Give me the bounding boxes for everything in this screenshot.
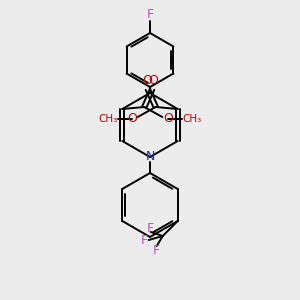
Text: N: N [145, 151, 155, 164]
Text: CH₃: CH₃ [183, 114, 202, 124]
Text: F: F [141, 233, 148, 247]
Text: O: O [148, 74, 158, 86]
Text: O: O [127, 112, 137, 125]
Text: CH₃: CH₃ [98, 114, 117, 124]
Text: O: O [142, 74, 152, 86]
Text: F: F [153, 244, 160, 256]
Text: F: F [147, 221, 154, 235]
Text: O: O [163, 112, 173, 125]
Text: F: F [146, 8, 154, 22]
